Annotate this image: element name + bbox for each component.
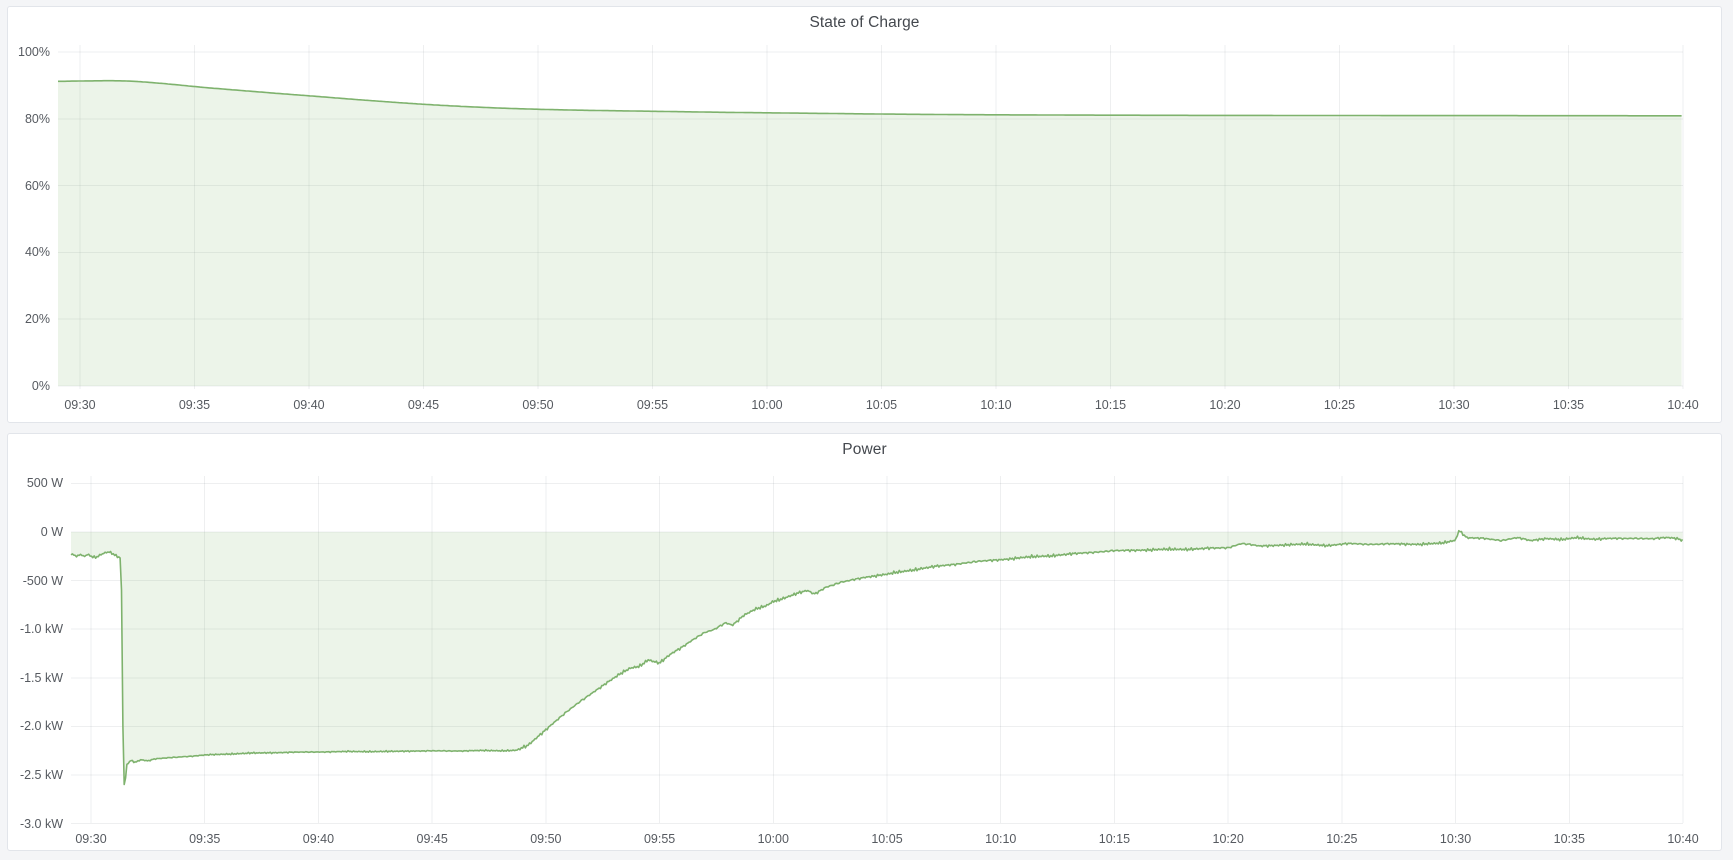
x-tick-label: 10:05 [865,398,898,412]
chart-svg [70,476,1684,825]
x-tick-label: 10:20 [1209,398,1241,412]
x-tick-label: 10:30 [1438,398,1470,412]
panel-title-state-of-charge[interactable]: State of Charge [809,14,920,31]
y-tick-label: 60% [24,178,50,193]
x-tick-label: 10:05 [871,832,903,846]
x-tick-label: 09:55 [643,832,676,846]
x-tick-label: 10:35 [1552,398,1585,412]
x-tick-label: 09:45 [407,398,440,412]
y-tick-label: -1.5 kW [19,670,63,685]
y-tick-label: 20% [24,312,50,327]
y-tick-label: 0% [31,378,50,393]
x-tick-label: 10:10 [980,398,1012,412]
x-tick-label: 09:40 [302,832,335,846]
x-tick-label: 09:50 [522,398,554,412]
x-tick-label: 10:40 [1667,832,1699,846]
area-fill [71,530,1683,785]
x-tick-label: 09:30 [75,832,107,846]
x-tick-label: 10:20 [1212,832,1244,846]
gridlines [71,476,1684,825]
y-tick-label: -2.0 kW [19,719,63,734]
chart-svg [58,45,1684,389]
power-chart[interactable]: 500 W 0 W -500 W -1.0 kW -1.5 kW -2.0 kW -2.5 … [8,434,1721,850]
panel-state-of-charge: State of Charge 100% 80% 60% 40% 20% 0% 09:30 0… [7,6,1722,423]
x-tick-label: 09:50 [530,832,562,846]
y-tick-label: -2.5 kW [19,767,63,782]
y-tick-label: 0 W [40,524,63,539]
x-tick-label: 10:00 [751,398,783,412]
x-tick-label: 10:25 [1326,832,1358,846]
x-tick-label: 10:00 [757,832,789,846]
soc-chart[interactable]: 100% 80% 60% 40% 20% 0% 09:30 09:35 09:40 09:45 09… [8,7,1721,422]
x-tick-label: 10:15 [1094,398,1127,412]
x-tick-label: 09:55 [636,398,669,412]
x-tick-label: 10:30 [1439,832,1472,846]
series-line [58,79,1682,117]
y-tick-label: 40% [24,245,50,260]
series-line [70,529,1684,786]
y-tick-label: 100% [18,45,50,59]
x-tick-label: 10:40 [1667,398,1699,412]
gridlines [58,45,1684,389]
y-tick-label: 500 W [26,476,63,491]
y-tick-label: -3.0 kW [19,816,63,831]
x-tick-label: 09:30 [64,398,96,412]
x-tick-label: 09:35 [178,398,211,412]
area-fill [58,80,1682,386]
y-tick-label: -1.0 kW [19,622,63,637]
y-tick-label: -500 W [22,573,63,588]
x-tick-label: 10:35 [1553,832,1585,846]
panel-power: Power 500 W 0 W -500 W -1.0 kW -1.5 kW -2.0 k… [7,433,1722,851]
x-tick-label: 09:45 [416,832,448,846]
x-tick-label: 09:40 [293,398,325,412]
x-tick-label: 10:25 [1323,398,1356,412]
x-tick-label: 09:35 [189,832,221,846]
x-tick-label: 10:15 [1098,832,1131,846]
y-tick-label: 80% [24,111,50,126]
panel-title-power[interactable]: Power [842,441,887,458]
x-tick-label: 10:10 [985,832,1017,846]
